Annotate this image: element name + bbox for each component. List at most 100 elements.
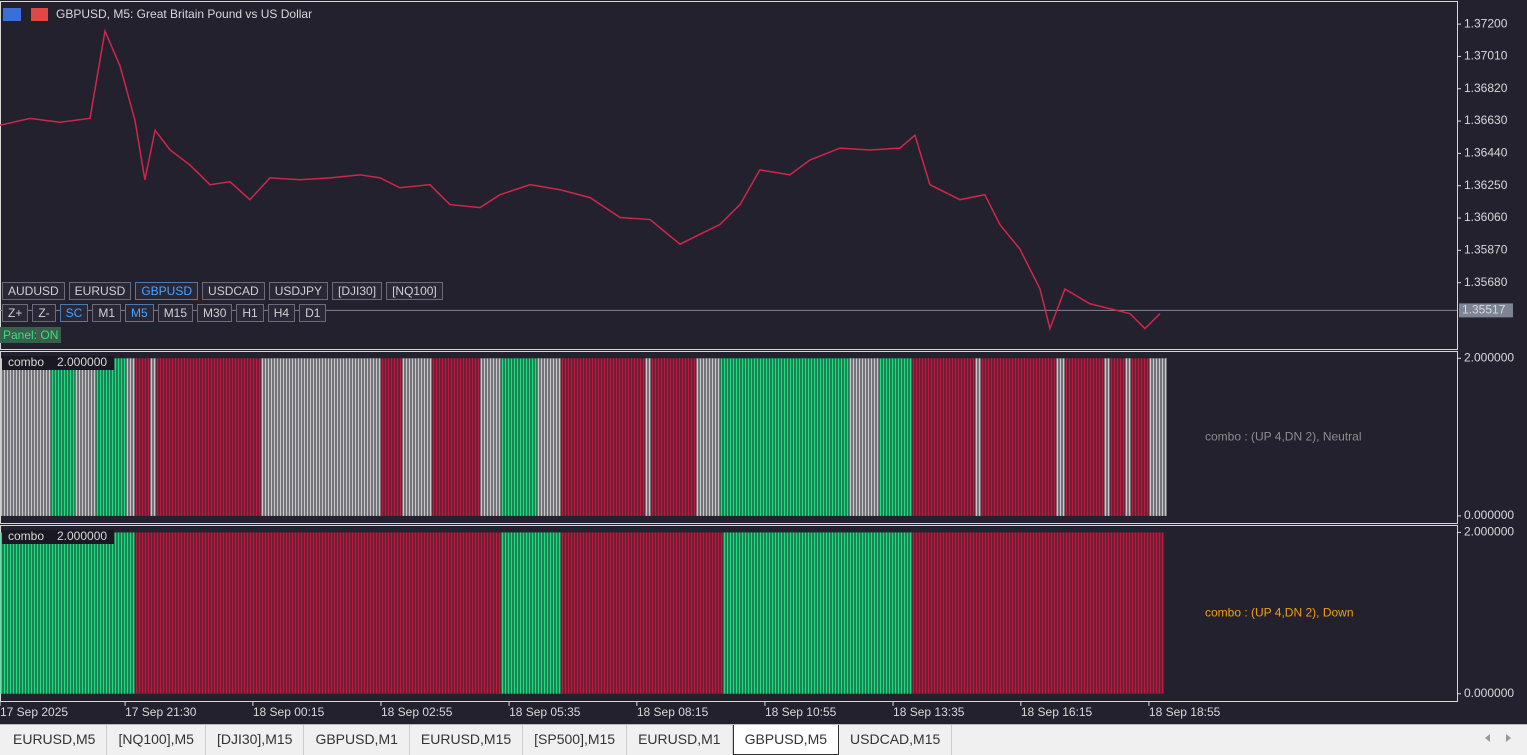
bar	[756, 358, 759, 516]
bar	[408, 358, 411, 516]
button[interactable]: SC	[59, 304, 89, 322]
bar	[897, 358, 900, 516]
bar	[672, 358, 675, 516]
button[interactable]: USDCAD	[202, 282, 265, 300]
button[interactable]: H1	[236, 304, 264, 322]
tab[interactable]: GBPUSD,M1	[304, 725, 410, 755]
button[interactable]: AUDUSD	[2, 282, 65, 300]
button[interactable]: M5	[125, 304, 154, 322]
bar	[312, 358, 315, 516]
bar	[396, 358, 399, 516]
button[interactable]: H4	[267, 304, 296, 322]
bar	[687, 532, 690, 694]
bar	[504, 358, 507, 516]
bar	[147, 358, 150, 516]
bar	[828, 532, 831, 694]
y-tick-label: 1.36630	[1464, 113, 1508, 127]
bar	[252, 532, 255, 694]
bar	[444, 358, 447, 516]
bar	[801, 358, 804, 516]
bar	[747, 532, 750, 694]
tab[interactable]: EURUSD,M1	[627, 725, 733, 755]
button[interactable]: [NQ100]	[386, 282, 443, 300]
button[interactable]: Z-	[32, 304, 56, 322]
bar	[558, 532, 561, 694]
bar	[660, 532, 663, 694]
bar	[1119, 358, 1122, 516]
tab[interactable]: GBPUSD,M5	[732, 725, 840, 755]
bar	[654, 358, 657, 516]
bar	[1044, 358, 1047, 516]
bar	[885, 358, 888, 516]
bar	[36, 532, 39, 694]
bar	[201, 358, 204, 516]
tab[interactable]: EURUSD,M15	[410, 725, 524, 755]
x-tick-label: 18 Sep 02:55	[381, 705, 453, 719]
tab-scroll[interactable]	[1478, 732, 1518, 744]
bar	[72, 532, 75, 694]
tab[interactable]: USDCAD,M15	[839, 725, 953, 755]
bar	[588, 358, 591, 516]
button[interactable]: GBPUSD	[135, 282, 199, 300]
bar	[87, 358, 90, 516]
tab[interactable]: [SP500],M15	[523, 725, 628, 755]
bar	[1101, 358, 1104, 516]
bar	[432, 358, 435, 516]
bar	[561, 358, 564, 516]
bar	[906, 358, 909, 516]
bar	[492, 358, 495, 516]
bar	[831, 358, 834, 516]
bar	[51, 532, 54, 694]
bar	[957, 532, 960, 694]
tab[interactable]: EURUSD,M5	[2, 725, 108, 755]
arrow[interactable]	[1485, 734, 1511, 742]
indicator-value: 2.000000	[57, 355, 107, 369]
bar	[843, 532, 846, 694]
tab[interactable]: [NQ100],M5	[107, 725, 206, 755]
bar	[249, 532, 252, 694]
bar	[45, 358, 48, 516]
bar	[660, 358, 663, 516]
bar	[1116, 358, 1119, 516]
indicator-label-box	[2, 530, 114, 544]
bar	[597, 532, 600, 694]
bar	[735, 532, 738, 694]
button[interactable]: EURUSD	[68, 282, 132, 300]
bar	[882, 358, 885, 516]
bar	[87, 532, 90, 694]
bar	[552, 532, 555, 694]
bar	[825, 532, 828, 694]
button[interactable]: USDJPY	[268, 282, 329, 300]
bar	[438, 532, 441, 694]
bar	[657, 358, 660, 516]
bar	[1086, 358, 1089, 516]
bar	[636, 532, 639, 694]
x-tick-label: 18 Sep 13:35	[893, 705, 965, 719]
bar	[681, 358, 684, 516]
bar	[711, 532, 714, 694]
bar	[675, 532, 678, 694]
bar	[330, 532, 333, 694]
bar	[702, 358, 705, 516]
bar	[327, 358, 330, 516]
panel-status[interactable]: Panel: ON	[0, 327, 62, 343]
button[interactable]: M15	[157, 304, 194, 322]
button[interactable]: M1	[92, 304, 122, 322]
button[interactable]: M30	[197, 304, 233, 322]
bar	[117, 532, 120, 694]
bar	[168, 358, 171, 516]
button[interactable]: D1	[299, 304, 327, 322]
bar	[237, 532, 240, 694]
tab[interactable]: [DJI30],M15	[206, 725, 305, 755]
bar	[120, 358, 123, 516]
bar	[36, 358, 39, 516]
bar	[474, 532, 477, 694]
bar	[99, 358, 102, 516]
button[interactable]: Z+	[2, 304, 29, 322]
bar	[222, 358, 225, 516]
bar	[732, 358, 735, 516]
bar	[666, 358, 669, 516]
button[interactable]: [DJI30]	[332, 282, 383, 300]
bar	[207, 358, 210, 516]
bar	[153, 358, 156, 516]
